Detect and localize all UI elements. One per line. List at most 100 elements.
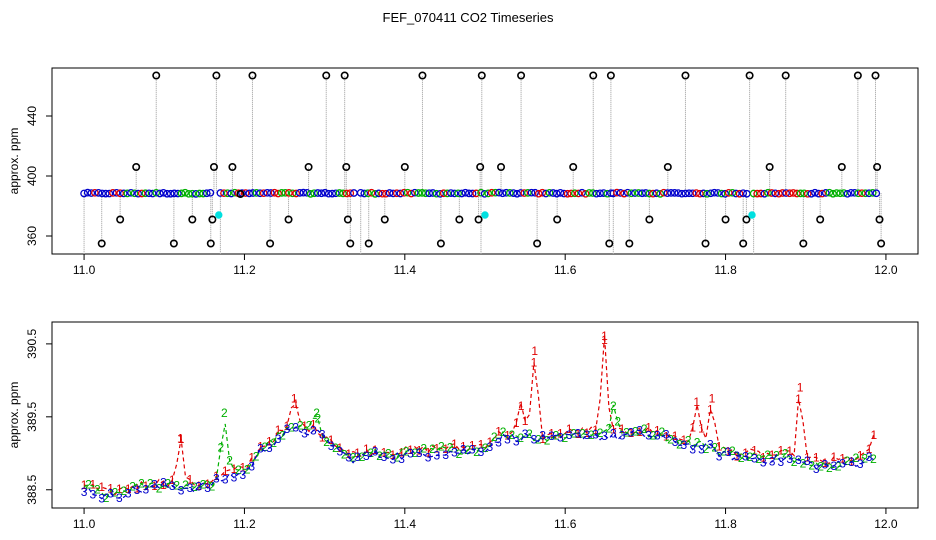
bottom-series-3-marker: 3 <box>486 440 493 454</box>
top-spike-point <box>476 163 485 172</box>
top-baseline-point <box>371 189 379 198</box>
top-spike-point <box>837 163 846 172</box>
bottom-series-2-marker: 2 <box>632 425 639 439</box>
bottom-series-3-marker: 3 <box>778 455 785 469</box>
bottom-series-2-marker: 2 <box>500 425 507 439</box>
bottom-series-1-marker: 1 <box>742 446 749 460</box>
bottom-series-1-marker: 1 <box>301 419 308 433</box>
top-baseline-point <box>155 189 164 198</box>
bottom-peak-marker: 2 <box>313 406 320 420</box>
top-spike-point <box>871 71 880 80</box>
top-baseline-point <box>685 189 693 198</box>
bottom-series-1-marker: 1 <box>195 479 202 493</box>
bottom-series-2-marker: 2 <box>526 427 533 441</box>
bottom-series-2-marker: 2 <box>817 459 824 473</box>
top-baseline-point <box>592 189 601 198</box>
bottom-series-3-marker: 3 <box>742 450 749 464</box>
bottom-series-1-marker: 1 <box>239 460 246 474</box>
top-spike-point <box>400 163 409 172</box>
top-baseline-point <box>202 189 211 198</box>
top-baseline-point <box>847 188 855 197</box>
top-baseline-point <box>692 189 701 197</box>
top-spike-point <box>188 215 197 224</box>
top-baseline-point <box>513 189 521 198</box>
bottom-series-3-marker: 3 <box>751 451 758 465</box>
bottom-series-3-marker: 3 <box>116 491 123 505</box>
bottom-series-1-marker: 1 <box>363 442 370 456</box>
top-spike-point <box>765 163 774 172</box>
bottom-series-3-marker: 3 <box>575 427 582 441</box>
bottom-series-2-marker: 2 <box>764 448 771 462</box>
bottom-peak-marker: 1 <box>518 399 525 413</box>
bottom-x-tick-label: 11.6 <box>554 517 577 531</box>
bottom-series-2-marker: 2 <box>341 448 348 462</box>
top-baseline-point <box>477 188 485 197</box>
bottom-series-2-marker: 2 <box>138 476 145 490</box>
bottom-series-2-marker: 2 <box>544 434 551 448</box>
bottom-series-3-marker: 3 <box>813 462 820 476</box>
bottom-series-3-marker: 3 <box>539 429 546 443</box>
bottom-series-2-marker: 2 <box>94 482 101 496</box>
top-spike-point <box>877 239 886 248</box>
top-baseline-point <box>429 189 437 197</box>
top-baseline-point <box>480 189 489 198</box>
top-spike-point <box>132 163 141 172</box>
bottom-series-3-marker: 3 <box>848 455 855 469</box>
top-spike-point <box>853 71 862 80</box>
bottom-series-1-marker: 1 <box>636 425 643 439</box>
bottom-series-2-marker: 2 <box>297 418 304 432</box>
bottom-series-2-marker: 2 <box>835 460 842 474</box>
bottom-y-axis-label: approx. ppm <box>7 382 21 449</box>
top-baseline-point <box>130 189 139 198</box>
bottom-series-3-marker: 3 <box>707 438 714 452</box>
bottom-series-3-marker: 3 <box>231 471 238 485</box>
top-baseline-point <box>141 189 150 198</box>
bottom-series-2-marker: 2 <box>403 444 410 458</box>
top-baseline-point <box>152 188 161 197</box>
top-baseline-point <box>574 189 583 198</box>
bottom-series-3-marker: 3 <box>134 483 141 497</box>
bottom-series-1-marker: 1 <box>178 432 185 446</box>
bottom-series-2-marker: 2 <box>641 422 648 436</box>
bottom-x-tick-label: 11.4 <box>394 517 417 531</box>
bottom-peak-marker: 1 <box>291 392 298 406</box>
top-baseline-point <box>782 189 790 197</box>
bottom-series-1-marker: 1 <box>407 443 414 457</box>
bottom-series-2-marker: 2 <box>694 435 701 449</box>
top-baseline-point <box>793 189 801 198</box>
bottom-series-3-marker: 3 <box>822 458 829 472</box>
top-baseline-point <box>177 189 186 198</box>
bottom-series-1-marker: 1 <box>857 448 864 462</box>
bottom-peak-marker: 1 <box>601 333 608 347</box>
top-baseline-point <box>274 189 282 198</box>
top-spike-point <box>206 239 215 248</box>
bottom-series-1-marker: 1 <box>531 356 538 370</box>
bottom-series-1-marker: 1 <box>707 402 714 416</box>
top-baseline-point <box>491 188 500 197</box>
bottom-series-3-marker: 3 <box>610 426 617 440</box>
bottom-series-1-marker: 1 <box>337 441 344 455</box>
top-baseline-point <box>303 188 311 197</box>
top-baseline-point <box>858 189 866 198</box>
bottom-series-2-marker: 2 <box>623 425 630 439</box>
bottom-series-2-marker: 2 <box>650 429 657 443</box>
top-baseline-point <box>667 189 675 197</box>
bottom-series-3-marker: 3 <box>583 428 590 442</box>
top-spike-point <box>455 215 464 224</box>
bottom-peak-marker: 1 <box>797 381 804 395</box>
bottom-series-2-marker: 2 <box>826 461 833 475</box>
bottom-series-1-marker: 1 <box>160 478 167 492</box>
top-baseline-point <box>800 189 808 198</box>
bottom-series-3-marker: 3 <box>292 420 299 434</box>
bottom-series-3-marker: 3 <box>248 460 255 474</box>
bottom-series-2-marker: 2 <box>217 440 224 454</box>
top-baseline-point <box>195 189 204 198</box>
top-baseline-point <box>400 188 408 197</box>
bottom-series-3-marker: 3 <box>769 455 776 469</box>
top-baseline-point <box>91 188 99 197</box>
top-spike-point <box>97 239 106 248</box>
top-spike-point <box>589 71 598 80</box>
bottom-series-1-marker: 1 <box>319 430 326 444</box>
top-baseline-point <box>854 189 863 198</box>
top-spike-point <box>873 163 882 172</box>
